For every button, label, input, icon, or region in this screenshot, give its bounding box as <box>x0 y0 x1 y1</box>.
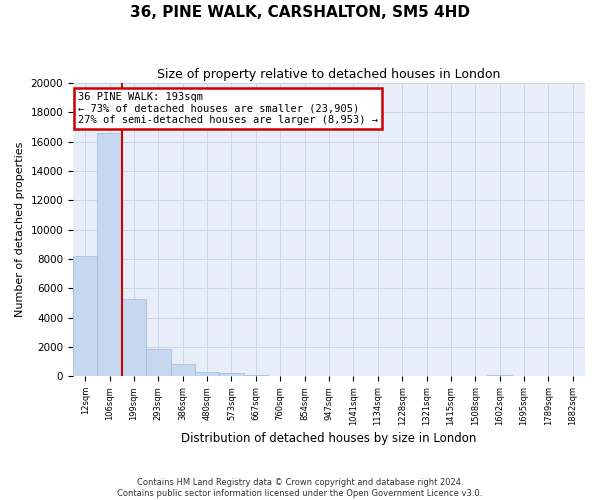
Text: Contains HM Land Registry data © Crown copyright and database right 2024.
Contai: Contains HM Land Registry data © Crown c… <box>118 478 482 498</box>
Bar <box>244 374 268 376</box>
Bar <box>97 133 122 376</box>
Text: 36, PINE WALK, CARSHALTON, SM5 4HD: 36, PINE WALK, CARSHALTON, SM5 4HD <box>130 5 470 20</box>
Bar <box>122 298 146 376</box>
Bar <box>220 374 244 376</box>
Y-axis label: Number of detached properties: Number of detached properties <box>15 142 25 318</box>
Bar <box>487 374 512 376</box>
Bar <box>146 349 170 376</box>
Title: Size of property relative to detached houses in London: Size of property relative to detached ho… <box>157 68 501 80</box>
X-axis label: Distribution of detached houses by size in London: Distribution of detached houses by size … <box>181 432 477 445</box>
Bar <box>73 256 97 376</box>
Text: 36 PINE WALK: 193sqm
← 73% of detached houses are smaller (23,905)
27% of semi-d: 36 PINE WALK: 193sqm ← 73% of detached h… <box>78 92 378 125</box>
Bar <box>195 372 220 376</box>
Bar <box>170 364 195 376</box>
